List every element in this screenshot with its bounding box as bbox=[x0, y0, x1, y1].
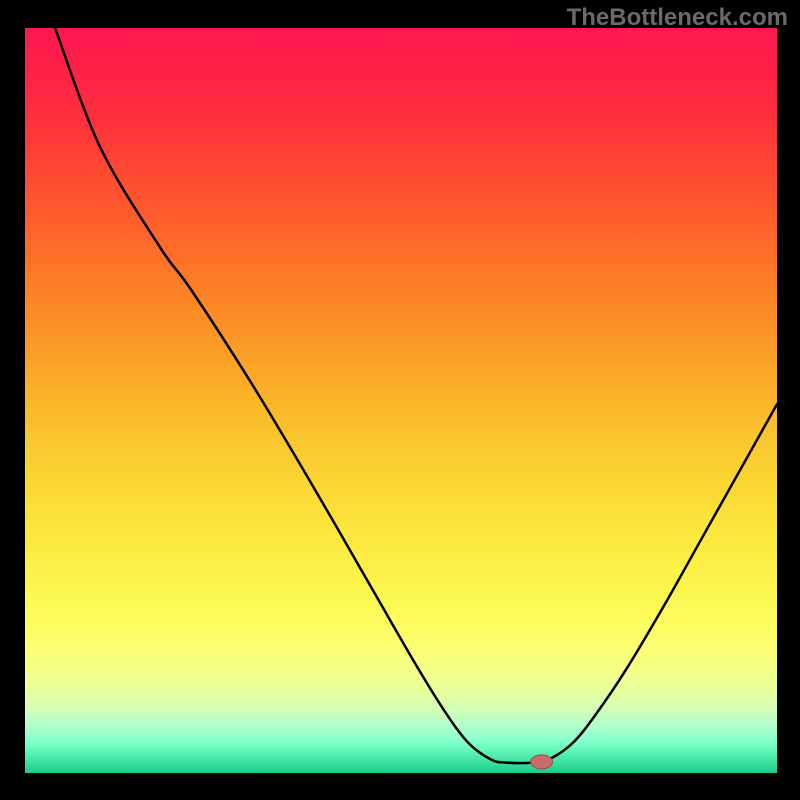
chart-plot-area bbox=[25, 28, 777, 773]
chart-svg bbox=[25, 28, 777, 773]
watermark-text: TheBottleneck.com bbox=[567, 4, 788, 32]
chart-background bbox=[25, 28, 777, 773]
optimal-point-marker bbox=[531, 755, 553, 769]
